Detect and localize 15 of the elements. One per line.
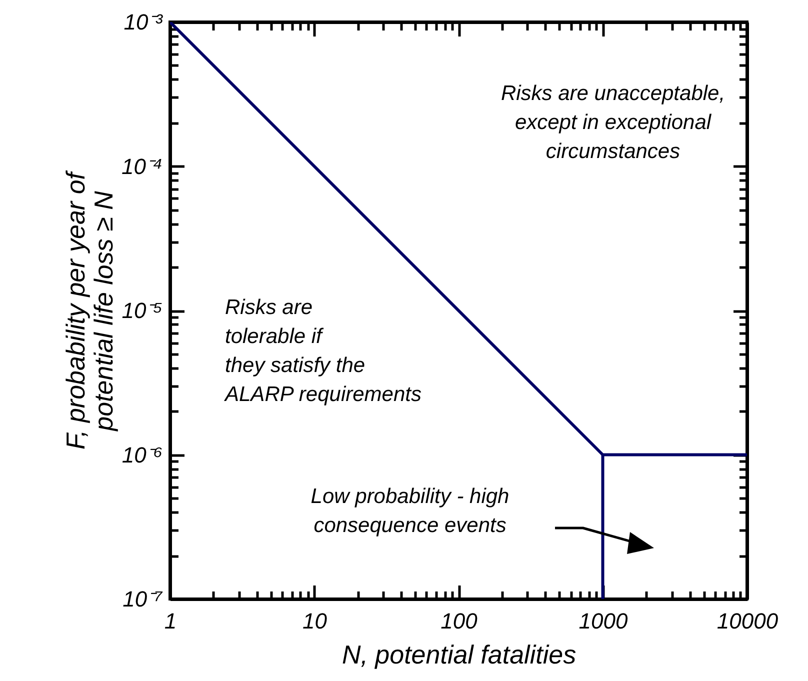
x-tick-label: 1000 — [578, 608, 628, 634]
x-tick-label: 1 — [164, 608, 177, 634]
y-tick-label: 10⁻⁶ — [122, 442, 162, 468]
y-axis-title: F, probability per year of potential life loss ≥ N — [60, 170, 118, 450]
annotation: Risks are unacceptable, except in exceptional circumstances — [500, 82, 726, 163]
y-tick-label: 10⁻⁵ — [122, 298, 162, 323]
x-tick-label: 10000 — [716, 608, 779, 634]
y-tick-label: 10⁻⁴ — [122, 154, 162, 179]
y-tick-label: 10⁻⁷ — [122, 586, 164, 612]
y-tick-label: 10⁻³ — [124, 10, 164, 34]
x-axis-title: N, potential fatalities — [342, 640, 576, 670]
annotation: Risks are tolerable if they satisfy the ALARP requirements — [223, 296, 422, 406]
x-tick-label: 10 — [302, 608, 328, 634]
x-tick-label: 100 — [440, 608, 478, 634]
annotation: Low probability - high consequence events — [310, 485, 510, 537]
